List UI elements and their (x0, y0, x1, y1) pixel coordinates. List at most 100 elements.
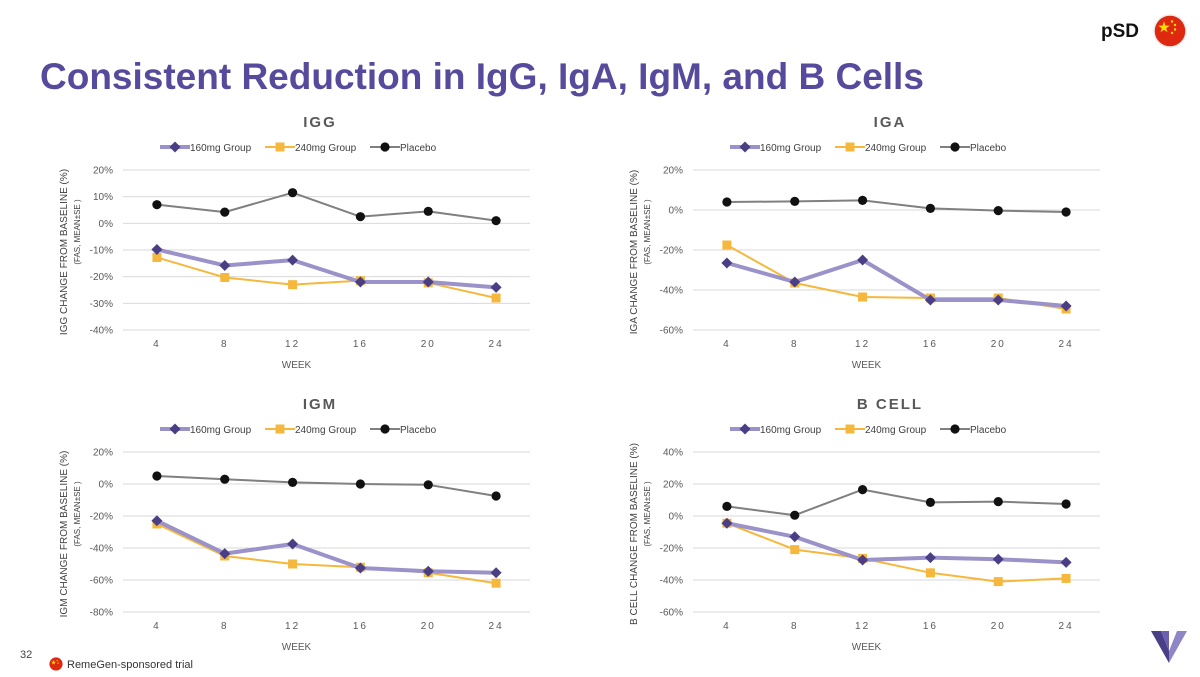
y-tick-label: -20% (660, 544, 683, 555)
data-point (790, 196, 800, 206)
x-tick-label: 8 (221, 621, 229, 632)
y-tick-label: 20% (93, 166, 113, 177)
x-tick-label: 12 (855, 621, 870, 632)
data-point (925, 203, 936, 213)
legend-marker (950, 424, 960, 434)
legend-label: 160mg Group (190, 143, 252, 154)
series-160mg (721, 254, 1072, 312)
y-axis-sublabel: (FAS, MEAN±SE ) (643, 199, 652, 265)
legend-240mg: 240mg Group (265, 424, 357, 436)
series-line (726, 488, 1067, 517)
series-160mg (721, 517, 1072, 568)
legend-placebo: Placebo (940, 142, 1007, 154)
y-tick-label: 20% (663, 166, 683, 177)
series-160mg (151, 243, 502, 293)
x-tick-label: 24 (489, 339, 504, 350)
y-tick-label: 0% (99, 480, 114, 491)
y-tick-label: 0% (669, 512, 684, 523)
data-point (789, 531, 801, 543)
x-tick-label: 4 (723, 621, 731, 632)
data-point (1060, 556, 1072, 568)
legend-160mg: 160mg Group (730, 423, 822, 436)
series-line (156, 475, 497, 497)
data-point (151, 243, 163, 255)
iga-chart-svg: IGA 160mg Group 240mg Group Placebo 20% 0% -20… (629, 114, 1100, 371)
legend-marker (380, 142, 390, 152)
series-line (726, 521, 1067, 565)
data-point (790, 545, 800, 555)
data-point (925, 568, 935, 578)
data-point (790, 510, 800, 520)
series-240mg (152, 519, 501, 588)
x-tick-label: 16 (923, 621, 938, 632)
legend-label: 160mg Group (760, 143, 822, 154)
y-axis-label: IGG CHANGE FROM BASELINE (%) (59, 169, 70, 335)
y-axis-label: IGA CHANGE FROM BASELINE (%) (629, 170, 640, 334)
data-point (722, 240, 732, 250)
legend-label: 240mg Group (295, 143, 357, 154)
y-tick-label: 0% (669, 206, 684, 217)
china-flag-icon (49, 657, 63, 671)
legend-placebo: Placebo (940, 424, 1007, 436)
data-point (993, 206, 1003, 216)
data-point (287, 538, 299, 550)
y-tick-label: 40% (663, 448, 683, 459)
legend-label: 240mg Group (865, 425, 927, 436)
iga-chart: IGA 160mg Group 240mg Group Placebo 20% 0% -20… (610, 105, 1180, 395)
y-axis-sublabel: (FAS, MEAN±SE ) (73, 199, 82, 265)
x-tick-label: 8 (791, 339, 799, 350)
x-tick-label: 24 (1059, 621, 1074, 632)
legend-label: Placebo (970, 425, 1007, 436)
data-point (355, 479, 366, 489)
x-axis-label: WEEK (282, 642, 312, 653)
data-point (220, 474, 230, 484)
legend-240mg: 240mg Group (835, 142, 927, 154)
series-line (156, 191, 497, 222)
data-point (924, 552, 936, 564)
chart-title: B CELL (857, 396, 923, 413)
y-tick-label: -40% (660, 576, 683, 587)
x-tick-label: 4 (153, 621, 161, 632)
legend-marker (845, 142, 855, 152)
data-point (491, 578, 501, 588)
data-point (491, 216, 501, 226)
data-point (288, 559, 298, 569)
data-point (422, 276, 434, 288)
y-tick-label: -40% (660, 286, 683, 297)
data-point (151, 515, 163, 527)
data-point (993, 497, 1003, 507)
legend-marker (169, 141, 181, 153)
chart-title: IGG (303, 114, 337, 131)
data-point (490, 567, 502, 579)
series-placebo (722, 485, 1071, 520)
x-tick-label: 16 (353, 621, 368, 632)
series-240mg (722, 518, 1071, 587)
legend-label: 160mg Group (190, 425, 252, 436)
x-tick-label: 12 (855, 339, 870, 350)
legend-marker (739, 423, 751, 435)
y-axis-label: B CELL CHANGE FROM BASELINE (%) (629, 443, 640, 625)
data-point (722, 197, 732, 207)
igg-chart: IGG 160mg Group 240mg Group Placebo 20% 10% 0%… (40, 105, 610, 395)
y-tick-label: 10% (93, 192, 113, 203)
legend-240mg: 240mg Group (265, 142, 357, 154)
x-tick-label: 20 (991, 339, 1006, 350)
legend-marker (845, 424, 855, 434)
data-point (490, 281, 502, 293)
legend-label: Placebo (970, 143, 1007, 154)
legend-marker (275, 424, 285, 434)
igm-chart-svg: IGM 160mg Group 240mg Group Placebo 20% 0% -20… (59, 396, 530, 653)
data-point (423, 206, 433, 216)
igm-chart: IGM 160mg Group 240mg Group Placebo 20% 0% -20… (40, 387, 610, 677)
x-tick-label: 24 (1059, 339, 1074, 350)
data-point (491, 293, 501, 303)
legend-placebo: Placebo (370, 142, 437, 154)
series-line (156, 247, 497, 290)
data-point (219, 548, 231, 560)
data-point (152, 471, 162, 481)
remegen-v-logo-icon (1151, 631, 1187, 663)
data-point (288, 280, 298, 290)
legend-label: 160mg Group (760, 425, 822, 436)
y-tick-label: -20% (90, 512, 113, 523)
data-point (287, 188, 298, 198)
